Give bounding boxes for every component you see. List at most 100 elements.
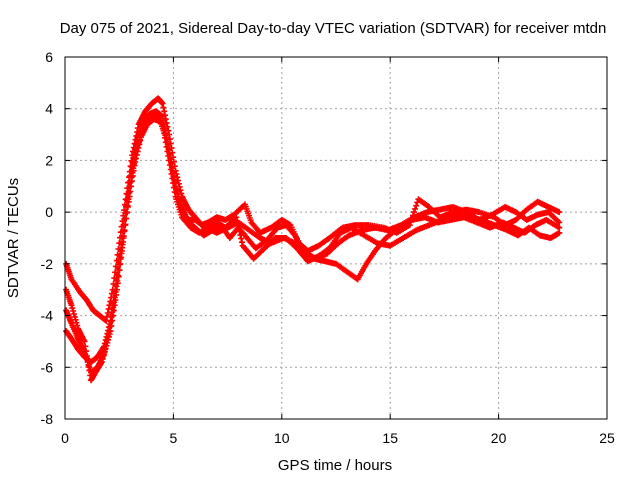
x-tick-label: 25 bbox=[599, 430, 615, 446]
data-point bbox=[402, 236, 405, 240]
data-point bbox=[144, 110, 147, 113]
data-point bbox=[415, 229, 418, 232]
data-point bbox=[454, 213, 457, 216]
data-point bbox=[96, 355, 99, 359]
data-point bbox=[228, 236, 231, 240]
data-point bbox=[98, 314, 101, 317]
data-point bbox=[527, 226, 531, 229]
data-point bbox=[490, 213, 494, 216]
data-point bbox=[146, 123, 149, 126]
data-point bbox=[354, 223, 357, 227]
data-point bbox=[328, 236, 331, 240]
data-point bbox=[347, 234, 351, 237]
data-point bbox=[425, 210, 429, 214]
data-point bbox=[501, 221, 505, 224]
data-point bbox=[438, 208, 442, 211]
data-point bbox=[493, 223, 496, 227]
data-point bbox=[386, 229, 390, 232]
data-point bbox=[126, 205, 130, 209]
data-point bbox=[345, 270, 349, 273]
data-point bbox=[198, 231, 201, 235]
data-point bbox=[412, 216, 416, 219]
data-point bbox=[139, 135, 143, 139]
data-point bbox=[341, 226, 344, 229]
data-point bbox=[76, 347, 80, 351]
data-point bbox=[154, 110, 158, 113]
data-series bbox=[63, 95, 563, 384]
data-point bbox=[202, 234, 205, 237]
data-point bbox=[334, 262, 338, 266]
data-point bbox=[70, 304, 73, 307]
data-point bbox=[83, 340, 86, 343]
y-tick-label: 4 bbox=[45, 101, 53, 117]
x-tick-label: 20 bbox=[491, 430, 507, 446]
data-point bbox=[152, 117, 156, 121]
data-point bbox=[326, 252, 329, 255]
data-point bbox=[280, 218, 283, 222]
data-point bbox=[269, 241, 273, 245]
data-point bbox=[365, 262, 368, 266]
y-tick-label: 0 bbox=[45, 204, 53, 220]
data-point bbox=[284, 223, 288, 227]
data-point bbox=[451, 205, 455, 209]
data-point bbox=[70, 278, 73, 281]
data-point bbox=[133, 164, 136, 167]
data-point bbox=[367, 223, 370, 227]
data-point bbox=[141, 120, 145, 123]
data-point bbox=[360, 229, 364, 232]
data-point bbox=[503, 205, 507, 209]
gridlines bbox=[65, 57, 607, 419]
data-point bbox=[100, 360, 104, 364]
data-point bbox=[263, 247, 266, 250]
data-point bbox=[512, 226, 515, 229]
data-point bbox=[323, 260, 327, 263]
data-point bbox=[206, 221, 210, 224]
data-point bbox=[111, 288, 114, 291]
data-point bbox=[215, 221, 218, 224]
data-point bbox=[464, 210, 468, 214]
data-point bbox=[120, 252, 123, 255]
data-point bbox=[226, 226, 229, 229]
data-point bbox=[204, 226, 208, 229]
data-point bbox=[76, 327, 80, 330]
data-point bbox=[235, 216, 238, 219]
data-point bbox=[373, 249, 377, 253]
data-point bbox=[516, 234, 520, 237]
x-tick-label: 15 bbox=[382, 430, 398, 446]
data-point bbox=[185, 218, 188, 222]
chart-title: Day 075 of 2021, Sidereal Day-to-day VTE… bbox=[60, 20, 607, 37]
data-point bbox=[150, 102, 153, 105]
data-point bbox=[389, 244, 392, 247]
data-point bbox=[538, 234, 541, 237]
data-point bbox=[488, 226, 492, 229]
x-tick-label: 5 bbox=[170, 430, 178, 446]
data-point bbox=[306, 260, 310, 263]
data-point bbox=[85, 298, 88, 302]
data-point bbox=[178, 203, 182, 206]
data-point bbox=[534, 223, 537, 227]
data-point bbox=[215, 231, 218, 235]
y-axis-label: SDTVAR / TECUs bbox=[5, 178, 22, 298]
series-markers bbox=[63, 95, 563, 324]
axis-ticks: 0 5 10 15 20 25 -8 -6 -4 -2 0 2 4 6 bbox=[41, 49, 615, 446]
x-axis-label: GPS time / hours bbox=[278, 457, 392, 474]
data-point bbox=[258, 231, 262, 235]
data-point bbox=[78, 291, 82, 294]
data-point bbox=[193, 218, 197, 222]
data-point bbox=[91, 309, 95, 312]
y-tick-label: -6 bbox=[41, 359, 54, 375]
data-point bbox=[514, 210, 518, 214]
data-point bbox=[254, 247, 257, 250]
data-point bbox=[428, 223, 431, 227]
data-point bbox=[148, 112, 151, 116]
data-point bbox=[558, 226, 561, 229]
data-point bbox=[187, 208, 190, 211]
data-point bbox=[423, 216, 427, 219]
data-point bbox=[189, 226, 192, 229]
data-point bbox=[250, 221, 253, 224]
data-point bbox=[232, 213, 236, 216]
data-point bbox=[545, 218, 548, 222]
data-point bbox=[70, 322, 73, 325]
data-point bbox=[417, 198, 420, 201]
data-point bbox=[94, 371, 97, 374]
